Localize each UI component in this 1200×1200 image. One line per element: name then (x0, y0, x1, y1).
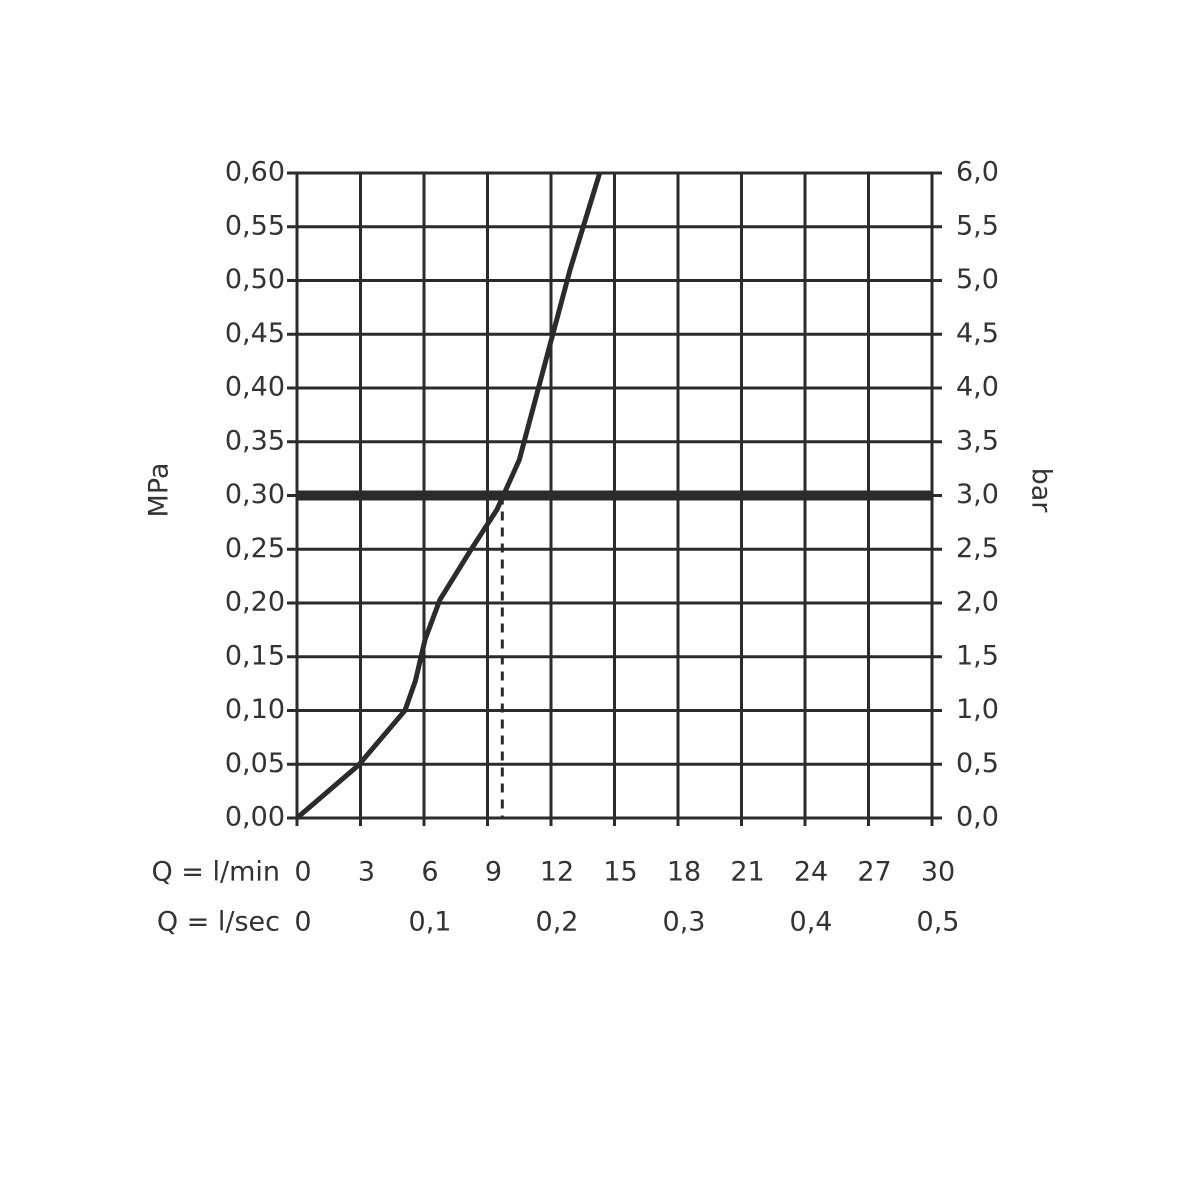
y2-tick-label: 0,0 (956, 802, 999, 833)
x-tick-label: 15 (603, 857, 637, 888)
y2-tick-label: 1,0 (956, 694, 999, 725)
y-tick-label: 0,45 (225, 318, 285, 349)
x-tick-label: 21 (730, 857, 764, 888)
x-tick-label: 18 (667, 857, 701, 888)
x-tick-label: 3 (358, 857, 375, 888)
y2-tick-label: 5,5 (956, 210, 999, 241)
y2-tick-label: 2,0 (956, 587, 999, 618)
data-line (295, 172, 603, 820)
x2-tick-label: 0 (294, 907, 311, 938)
y2-tick-label: 5,0 (956, 264, 999, 295)
y-tick-label: 0,25 (225, 533, 285, 564)
y2-axis-label: bar (1026, 468, 1057, 514)
y2-tick-label: 4,0 (956, 372, 999, 403)
x2-tick-label: 0,2 (536, 907, 579, 938)
x2-tick-label: 0,4 (790, 907, 833, 938)
y2-tick-label: 0,5 (956, 748, 999, 779)
x-tick-label: 27 (857, 857, 891, 888)
y-tick-label: 0,05 (225, 748, 285, 779)
y-tick-label: 0,40 (225, 372, 285, 403)
y2-tick-label: 1,5 (956, 640, 999, 671)
x-axis-label: Q = l/min (151, 857, 280, 888)
x-tick-label: 9 (485, 857, 502, 888)
y2-tick-label: 3,0 (956, 479, 999, 510)
y-tick-label: 0,20 (225, 587, 285, 618)
y-tick-label: 0,55 (225, 210, 285, 241)
x2-tick-label: 0,3 (663, 907, 706, 938)
y-tick-label: 0,50 (225, 264, 285, 295)
y-tick-label: 0,10 (225, 694, 285, 725)
y2-tick-label: 4,5 (956, 318, 999, 349)
y-tick-label: 0,30 (225, 479, 285, 510)
y-tick-label: 0,35 (225, 425, 285, 456)
y2-tick-label: 6,0 (956, 157, 999, 188)
y-tick-label: 0,15 (225, 640, 285, 671)
x-tick-label: 30 (921, 857, 955, 888)
y-tick-label: 0,60 (225, 157, 285, 188)
x2-tick-label: 0,1 (409, 907, 452, 938)
y-axis-label: MPa (144, 463, 175, 518)
x-tick-label: 6 (421, 857, 438, 888)
x-tick-label: 24 (794, 857, 828, 888)
y-tick-label: 0,00 (225, 802, 285, 833)
x-tick-label: 12 (540, 857, 574, 888)
x-tick-label: 0 (294, 857, 311, 888)
y2-tick-label: 2,5 (956, 533, 999, 564)
x2-axis-label: Q = l/sec (157, 907, 280, 938)
y2-tick-label: 3,5 (956, 425, 999, 456)
x2-tick-label: 0,5 (917, 907, 960, 938)
